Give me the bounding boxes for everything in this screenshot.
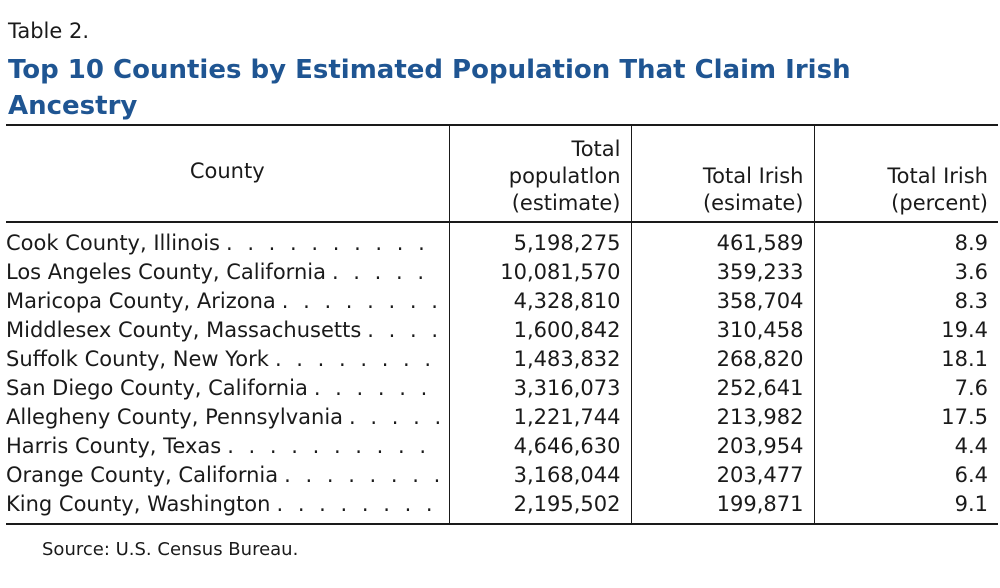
table-header: County Total populatlon (estimate) Total… <box>6 124 998 223</box>
county-name: Maricopa County, Arizona <box>6 289 276 313</box>
population-cell: 1,483,832 <box>448 345 631 374</box>
header-total-irish-percent-line-1: Total Irish <box>887 164 988 188</box>
percent-cell: 6.4 <box>813 461 998 490</box>
data-table: County Total populatlon (estimate) Total… <box>6 124 998 525</box>
table-row: Maricopa County, Arizona 4,328,810 358,7… <box>6 287 998 316</box>
table-row: King County, Washington 2,195,502 199,87… <box>6 490 998 525</box>
dot-leader <box>275 345 441 374</box>
header-county: County <box>6 124 449 223</box>
county-cell: Allegheny County, Pennsylvania <box>6 403 449 432</box>
source-note: Source: U.S. Census Bureau. <box>42 539 299 560</box>
county-cell: San Diego County, California <box>6 374 449 403</box>
county-cell: Cook County, Illinois <box>6 222 449 258</box>
dot-leader <box>314 374 441 403</box>
header-total-population-line-2: populatlon <box>508 164 621 188</box>
header-total-irish-percent-line-2: (percent) <box>891 191 988 215</box>
county-name: Harris County, Texas <box>6 434 222 458</box>
table-row: Suffolk County, New York 1,483,832 268,8… <box>6 345 998 374</box>
table-title: Top 10 Counties by Estimated Population … <box>8 55 851 121</box>
table-row: Allegheny County, Pennsylvania 1,221,744… <box>6 403 998 432</box>
irish-cell: 252,641 <box>630 374 814 403</box>
population-cell: 4,328,810 <box>448 287 631 316</box>
irish-cell: 358,704 <box>630 287 814 316</box>
county-cell: King County, Washington <box>6 490 449 525</box>
irish-cell: 310,458 <box>630 316 814 345</box>
table-row: Middlesex County, Massachusetts 1,600,84… <box>6 316 998 345</box>
county-name: Middlesex County, Massachusetts <box>6 318 362 342</box>
county-name: Cook County, Illinois <box>6 231 220 255</box>
table-row: San Diego County, California 3,316,073 2… <box>6 374 998 403</box>
percent-cell: 7.6 <box>813 374 998 403</box>
percent-cell: 8.3 <box>813 287 998 316</box>
header-total-population: Total populatlon (estimate) <box>448 124 631 223</box>
dot-leader <box>367 316 440 345</box>
county-cell: Maricopa County, Arizona <box>6 287 449 316</box>
irish-cell: 213,982 <box>630 403 814 432</box>
county-name: Suffolk County, New York <box>6 347 269 371</box>
irish-cell: 461,589 <box>630 222 814 258</box>
irish-cell: 203,477 <box>630 461 814 490</box>
population-cell: 10,081,570 <box>448 258 631 287</box>
population-cell: 3,168,044 <box>448 461 631 490</box>
header-row: County Total populatlon (estimate) Total… <box>6 124 998 223</box>
population-cell: 1,221,744 <box>448 403 631 432</box>
population-cell: 2,195,502 <box>448 490 631 525</box>
percent-cell: 8.9 <box>813 222 998 258</box>
irish-cell: 203,954 <box>630 432 814 461</box>
population-cell: 5,198,275 <box>448 222 631 258</box>
county-cell: Harris County, Texas <box>6 432 449 461</box>
header-total-irish-line-1: Total Irish <box>702 164 804 188</box>
table-row: Los Angeles County, California 10,081,57… <box>6 258 998 287</box>
dot-leader <box>284 461 440 490</box>
percent-cell: 9.1 <box>813 490 998 525</box>
header-total-population-line-1: Total <box>571 137 621 161</box>
county-cell: Los Angeles County, California <box>6 258 449 287</box>
header-total-irish-line-2: (esimate) <box>702 191 804 215</box>
percent-cell: 3.6 <box>813 258 998 287</box>
dot-leader <box>349 403 440 432</box>
county-cell: Middlesex County, Massachusetts <box>6 316 449 345</box>
percent-cell: 4.4 <box>813 432 998 461</box>
county-name: Los Angeles County, California <box>6 260 326 284</box>
table-row: Harris County, Texas 4,646,630 203,954 4… <box>6 432 998 461</box>
dot-leader <box>226 229 441 258</box>
dot-leader <box>227 432 440 461</box>
table-label: Table 2. <box>8 19 90 43</box>
table-body: Cook County, Illinois 5,198,275 461,589 … <box>6 222 998 525</box>
dot-leader <box>332 258 441 287</box>
table-row: Orange County, California 3,168,044 203,… <box>6 461 998 490</box>
county-cell: Suffolk County, New York <box>6 345 449 374</box>
county-name: Allegheny County, Pennsylvania <box>6 405 344 429</box>
population-cell: 4,646,630 <box>448 432 631 461</box>
table-row: Cook County, Illinois 5,198,275 461,589 … <box>6 222 998 258</box>
county-cell: Orange County, California <box>6 461 449 490</box>
dot-leader <box>276 490 440 519</box>
dot-leader <box>282 287 441 316</box>
header-total-irish-percent: Total Irish (percent) <box>813 124 998 223</box>
county-name: San Diego County, California <box>6 376 308 400</box>
population-cell: 3,316,073 <box>448 374 631 403</box>
percent-cell: 19.4 <box>813 316 998 345</box>
percent-cell: 18.1 <box>813 345 998 374</box>
population-cell: 1,600,842 <box>448 316 631 345</box>
header-total-population-line-3: (estimate) <box>511 191 621 215</box>
irish-cell: 268,820 <box>630 345 814 374</box>
irish-cell: 199,871 <box>630 490 814 525</box>
header-total-irish: Total Irish (esimate) <box>630 124 814 223</box>
county-name: King County, Washington <box>6 492 271 516</box>
county-name: Orange County, California <box>6 463 279 487</box>
percent-cell: 17.5 <box>813 403 998 432</box>
irish-cell: 359,233 <box>630 258 814 287</box>
